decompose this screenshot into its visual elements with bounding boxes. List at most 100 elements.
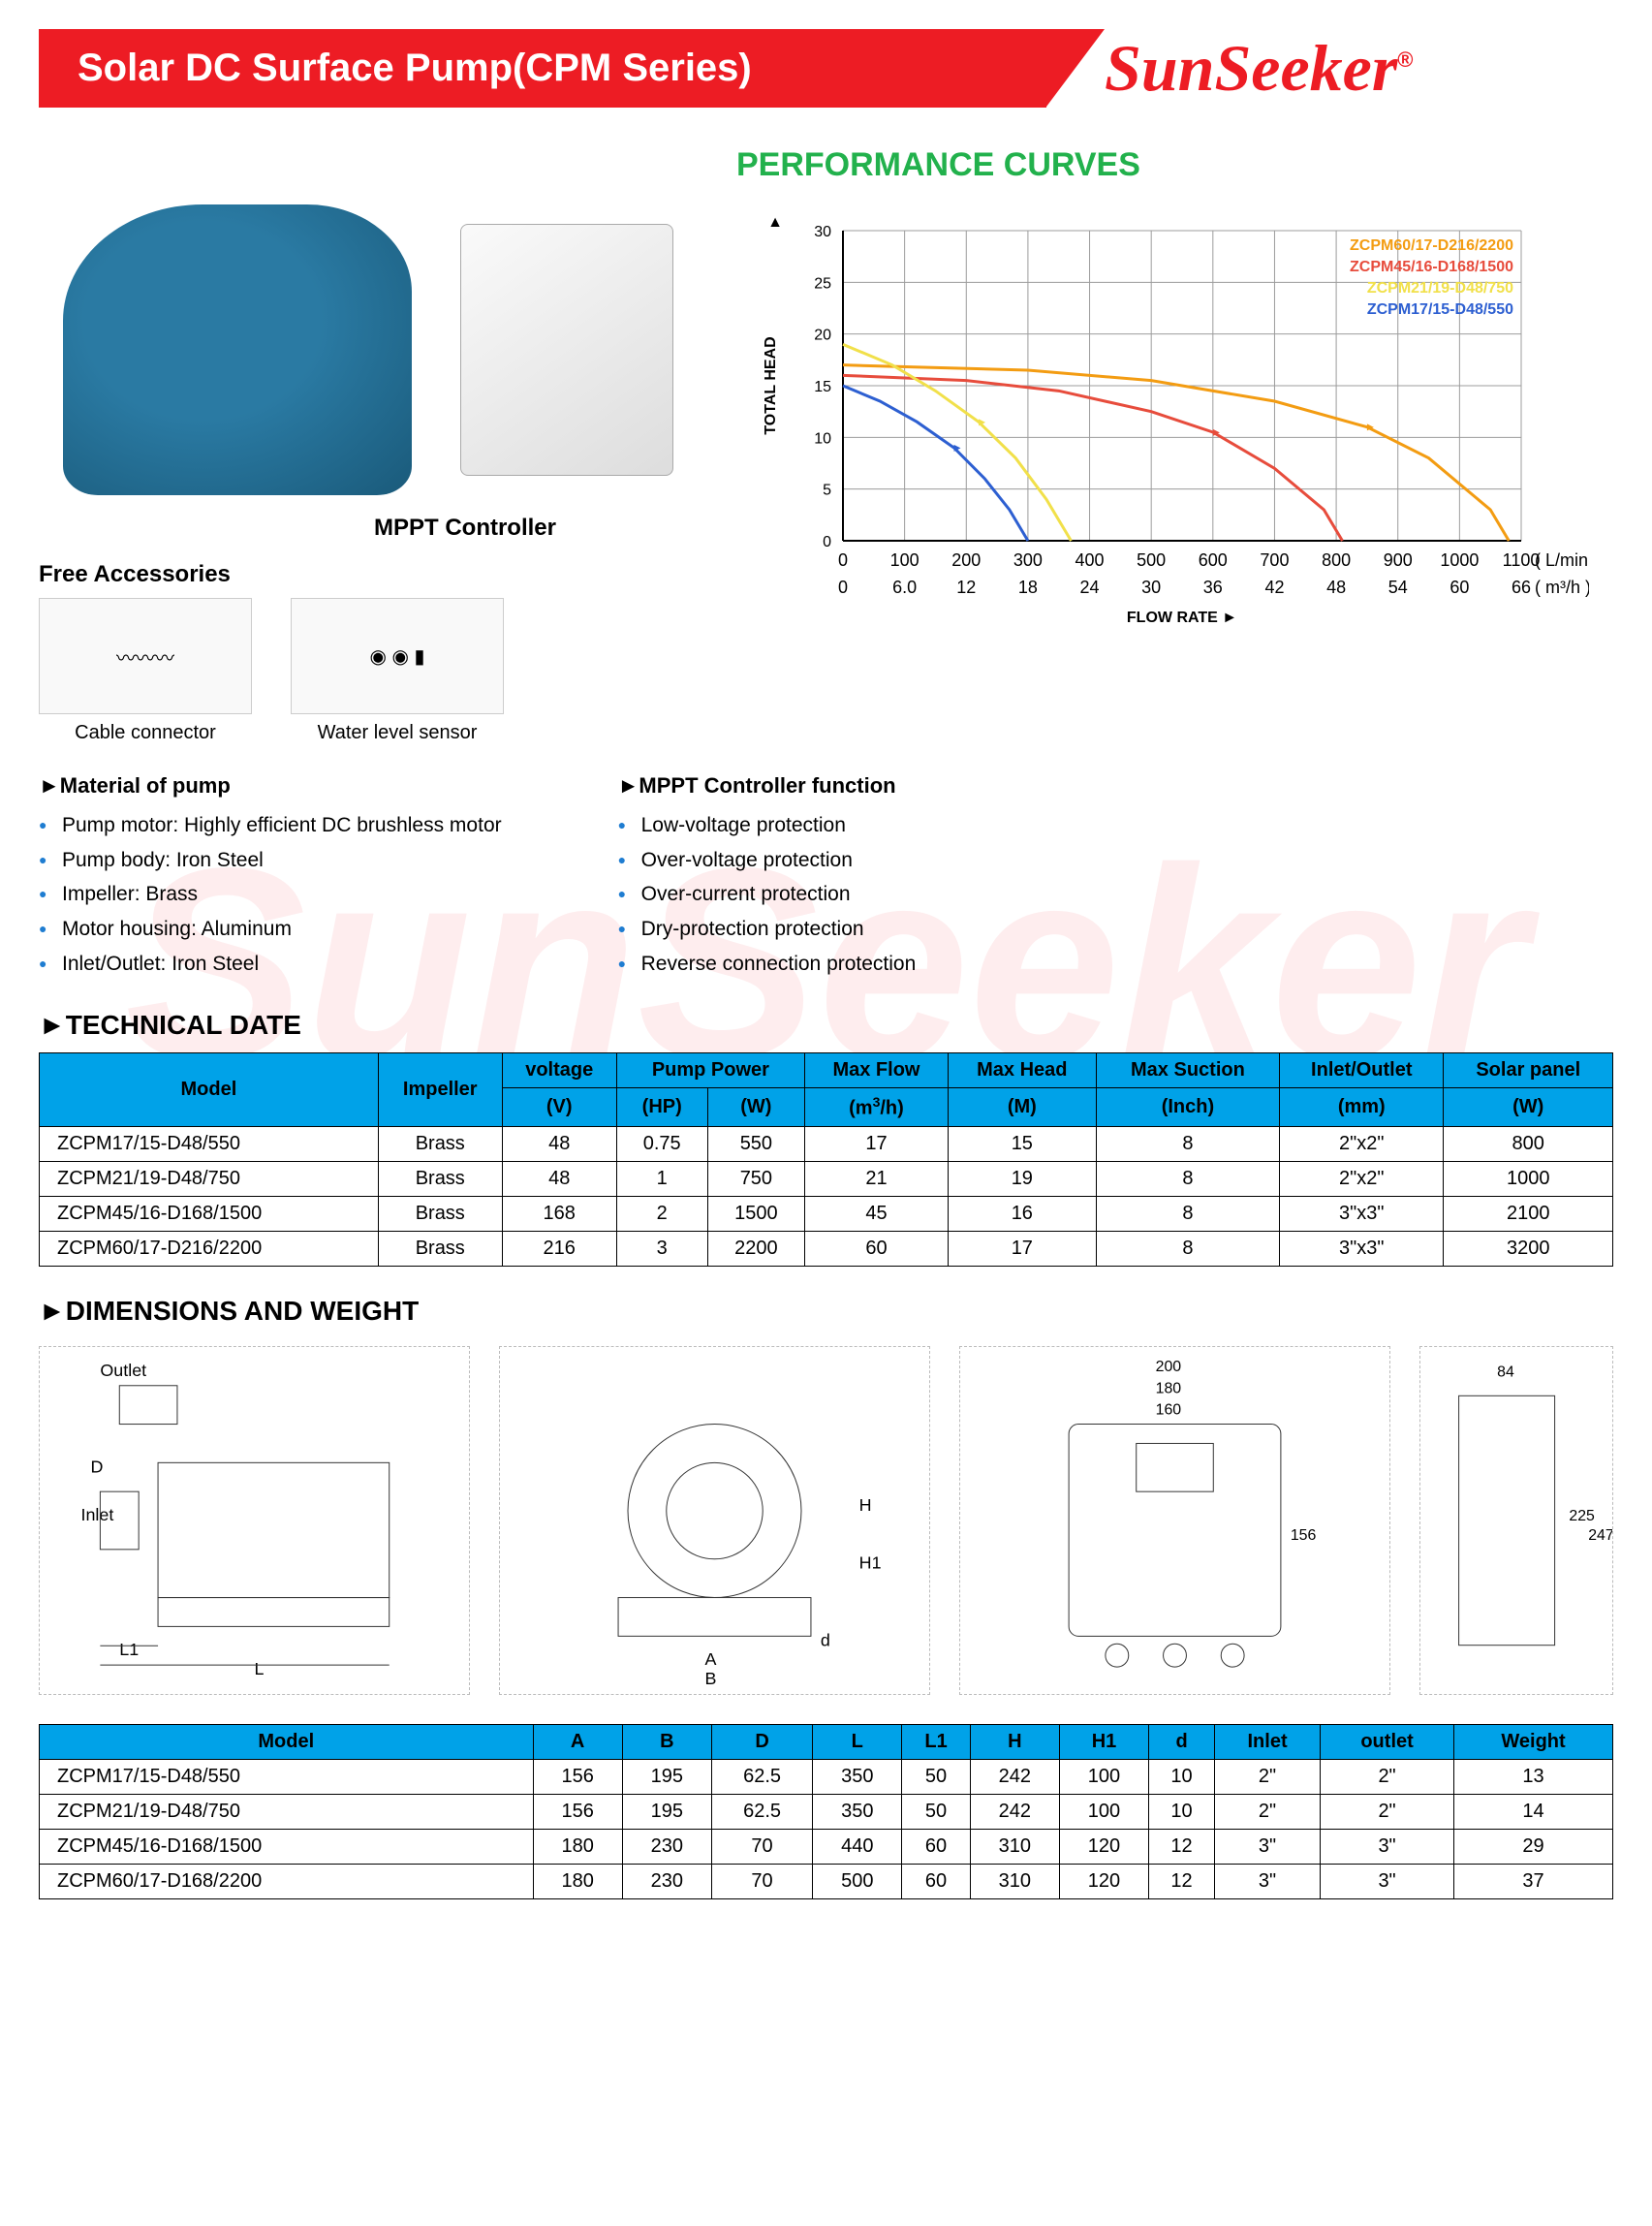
- svg-text:B: B: [705, 1669, 717, 1688]
- material-item: Impeller: Brass: [39, 877, 502, 912]
- mppt-label: MPPT Controller: [233, 515, 698, 542]
- svg-text:160: 160: [1156, 1402, 1182, 1419]
- svg-text:30: 30: [814, 224, 831, 240]
- svg-text:42: 42: [1264, 578, 1284, 597]
- svg-text:( L/min ): ( L/min ): [1535, 550, 1589, 570]
- svg-text:30: 30: [1141, 578, 1161, 597]
- svg-text:ZCPM17/15-D48/550: ZCPM17/15-D48/550: [1367, 301, 1513, 318]
- performance-chart: 0510152025300100200300400500600700800900…: [736, 202, 1589, 667]
- header: Solar DC Surface Pump(CPM Series) SunSee…: [39, 29, 1613, 108]
- material-item: Inlet/Outlet: Iron Steel: [39, 947, 502, 982]
- mppt-func-item: Over-voltage protection: [618, 843, 917, 878]
- svg-text:48: 48: [1326, 578, 1346, 597]
- material-item: Pump motor: Highly efficient DC brushles…: [39, 808, 502, 843]
- controller-illustration: [460, 224, 673, 476]
- svg-text:12: 12: [956, 578, 976, 597]
- svg-text:A: A: [705, 1649, 717, 1669]
- controller-front-drawing: 200 180 160 156: [959, 1346, 1390, 1695]
- svg-text:20: 20: [814, 328, 831, 344]
- svg-text:▸: ▸: [954, 439, 961, 455]
- svg-text:500: 500: [1137, 550, 1166, 570]
- table-row: ZCPM21/19-D48/750Brass481750211982"x2"10…: [40, 1162, 1613, 1197]
- svg-text:24: 24: [1080, 578, 1100, 597]
- svg-text:0: 0: [823, 534, 831, 550]
- svg-text:FLOW RATE ►: FLOW RATE ►: [1127, 610, 1237, 626]
- materials-list: ►Material of pump Pump motor: Highly eff…: [39, 773, 502, 981]
- table-row: ZCPM17/15-D48/55015619562.53505024210010…: [40, 1760, 1613, 1795]
- svg-text:6.0: 6.0: [892, 578, 917, 597]
- svg-text:18: 18: [1018, 578, 1038, 597]
- svg-text:H: H: [859, 1495, 872, 1515]
- svg-text:100: 100: [890, 550, 920, 570]
- svg-text:d: d: [821, 1630, 830, 1649]
- svg-text:ZCPM21/19-D48/750: ZCPM21/19-D48/750: [1367, 280, 1513, 297]
- mppt-func-item: Dry-protection protection: [618, 912, 917, 947]
- svg-text:54: 54: [1388, 578, 1408, 597]
- accessory-item: 〰〰〰 Cable connector: [39, 598, 252, 744]
- tech-data-title: ►TECHNICAL DATE: [39, 1010, 1613, 1041]
- table-row: ZCPM60/17-D216/2200Brass21632200601783"x…: [40, 1232, 1613, 1267]
- brand-logo: SunSeeker: [1105, 30, 1414, 107]
- svg-text:TOTAL HEAD: TOTAL HEAD: [763, 336, 779, 434]
- svg-text:36: 36: [1203, 578, 1223, 597]
- svg-text:180: 180: [1156, 1381, 1182, 1397]
- mppt-func-item: Low-voltage protection: [618, 808, 917, 843]
- pump-front-drawing: H H1 A B d: [499, 1346, 930, 1695]
- svg-text:▸: ▸: [1213, 423, 1220, 439]
- dimensions-table: ModelABDLL1HH1dInletoutletWeight ZCPM17/…: [39, 1724, 1613, 1899]
- svg-text:300: 300: [1013, 550, 1043, 570]
- svg-text:( m³/h ): ( m³/h ): [1535, 578, 1589, 597]
- materials-title: Material of pump: [60, 773, 231, 798]
- svg-text:0: 0: [838, 578, 848, 597]
- material-item: Pump body: Iron Steel: [39, 843, 502, 878]
- svg-text:ZCPM45/16-D168/1500: ZCPM45/16-D168/1500: [1350, 259, 1513, 275]
- technical-data-table: ModelImpellervoltagePump PowerMax FlowMa…: [39, 1052, 1613, 1267]
- table-row: ZCPM45/16-D168/1500Brass16821500451683"x…: [40, 1197, 1613, 1232]
- water-sensor-icon: ◉ ◉ ▮: [291, 598, 504, 714]
- svg-text:1000: 1000: [1440, 550, 1479, 570]
- mppt-func-title: MPPT Controller function: [639, 773, 895, 798]
- svg-text:15: 15: [814, 379, 831, 395]
- svg-text:200: 200: [951, 550, 981, 570]
- svg-text:156: 156: [1291, 1527, 1317, 1544]
- svg-text:247: 247: [1588, 1527, 1612, 1544]
- chart-title: PERFORMANCE CURVES: [736, 146, 1613, 184]
- svg-text:D: D: [90, 1457, 103, 1476]
- svg-text:L: L: [255, 1659, 265, 1678]
- svg-text:66: 66: [1512, 578, 1531, 597]
- svg-text:225: 225: [1569, 1508, 1595, 1524]
- controller-side-drawing: 84 225 247: [1419, 1346, 1613, 1695]
- accessories-title: Free Accessories: [39, 561, 698, 588]
- page-title: Solar DC Surface Pump(CPM Series): [39, 29, 1046, 108]
- svg-text:L1: L1: [119, 1640, 139, 1659]
- cable-connector-icon: 〰〰〰: [39, 598, 252, 714]
- mppt-func-item: Over-current protection: [618, 877, 917, 912]
- svg-text:600: 600: [1199, 550, 1228, 570]
- dimensions-title: ►DIMENSIONS AND WEIGHT: [39, 1296, 1613, 1327]
- table-row: ZCPM60/17-D168/2200180230705006031012012…: [40, 1865, 1613, 1899]
- accessory-label: Cable connector: [39, 722, 252, 744]
- svg-text:▸: ▸: [979, 413, 985, 428]
- pump-side-drawing: Outlet Inlet D L1 L: [39, 1346, 470, 1695]
- table-row: ZCPM45/16-D168/1500180230704406031012012…: [40, 1830, 1613, 1865]
- svg-text:400: 400: [1075, 550, 1105, 570]
- svg-text:Outlet: Outlet: [100, 1361, 146, 1380]
- svg-text:200: 200: [1156, 1359, 1182, 1375]
- svg-text:▸: ▸: [1367, 419, 1374, 434]
- svg-text:60: 60: [1449, 578, 1469, 597]
- accessory-label: Water level sensor: [291, 722, 504, 744]
- pump-illustration: [63, 204, 412, 495]
- svg-text:0: 0: [838, 550, 848, 570]
- svg-text:▲: ▲: [767, 214, 783, 231]
- mppt-func-item: Reverse connection protection: [618, 947, 917, 982]
- table-row: ZCPM21/19-D48/75015619562.53505024210010…: [40, 1795, 1613, 1830]
- material-item: Motor housing: Aluminum: [39, 912, 502, 947]
- mppt-functions-list: ►MPPT Controller function Low-voltage pr…: [618, 773, 917, 981]
- svg-text:25: 25: [814, 275, 831, 292]
- svg-text:ZCPM60/17-D216/2200: ZCPM60/17-D216/2200: [1350, 237, 1513, 254]
- svg-text:5: 5: [823, 483, 831, 499]
- svg-text:84: 84: [1497, 1364, 1514, 1381]
- svg-text:700: 700: [1260, 550, 1289, 570]
- svg-text:H1: H1: [859, 1553, 882, 1573]
- svg-text:10: 10: [814, 430, 831, 447]
